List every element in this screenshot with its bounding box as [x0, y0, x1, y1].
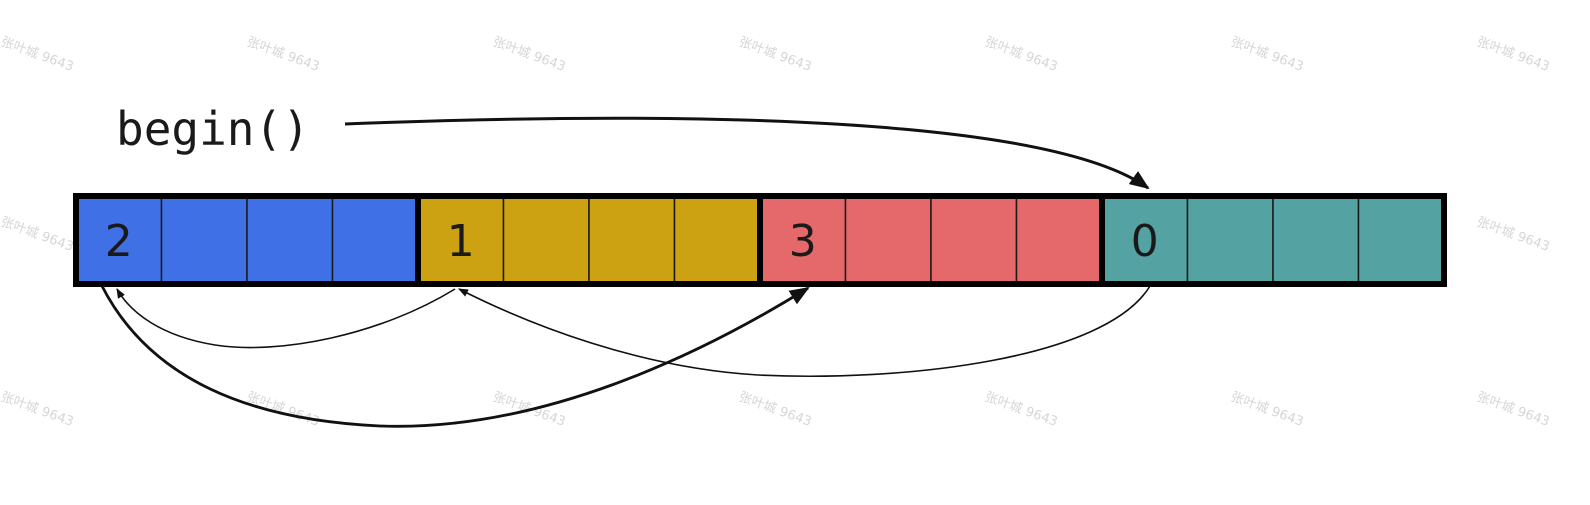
watermark-text: 张叶城 9643	[1229, 35, 1306, 75]
block-row: 2 1 3 0	[73, 193, 1447, 287]
watermark-text: 张叶城 9643	[983, 35, 1060, 75]
arrow-block-0-to-block-1	[458, 285, 1151, 377]
block-2-slot-2	[160, 195, 248, 285]
block-2-slot-1	[75, 195, 163, 285]
block-2: 2	[73, 193, 421, 287]
block-1: 1	[415, 193, 763, 287]
begin-label: begin()	[116, 102, 310, 156]
block-1-slot-4	[673, 195, 761, 285]
block-1-slot-2	[502, 195, 590, 285]
watermark-text: 张叶城 9643	[1229, 390, 1306, 430]
watermark-text: 张叶城 9643	[737, 390, 814, 430]
block-3-slot-4	[1015, 195, 1103, 285]
block-2-slot-3	[246, 195, 334, 285]
watermark-text: 张叶城 9643	[983, 390, 1060, 430]
watermark-text: 张叶城 9643	[0, 35, 75, 75]
block-0-slot-2	[1186, 195, 1274, 285]
block-0-slot-3	[1272, 195, 1360, 285]
watermark-text: 张叶城 9643	[491, 35, 568, 75]
watermark-text: 张叶城 9643	[1475, 215, 1552, 255]
block-3-slot-3	[930, 195, 1018, 285]
block-0-slot-4	[1357, 195, 1445, 285]
watermark-text: 张叶城 9643	[1475, 390, 1552, 430]
watermark-text: 张叶城 9643	[0, 390, 75, 430]
block-3-slot-2	[844, 195, 932, 285]
block-2-number: 2	[105, 216, 133, 267]
watermark-text: 张叶城 9643	[0, 215, 75, 255]
arrow-block-1-to-block-2	[116, 288, 456, 349]
watermark-text: 张叶城 9643	[245, 35, 322, 75]
block-3-slot-1	[759, 195, 847, 285]
block-2-slot-4	[331, 195, 419, 285]
watermark-text: 张叶城 9643	[1475, 35, 1552, 75]
block-0-number: 0	[1131, 216, 1159, 267]
block-0: 0	[1099, 193, 1447, 287]
block-1-number: 1	[447, 216, 475, 267]
watermark-text: 张叶城 9643	[245, 390, 322, 430]
block-3: 3	[757, 193, 1105, 287]
block-3-number: 3	[789, 216, 817, 267]
block-1-slot-3	[588, 195, 676, 285]
arrow-block-2-to-block-3	[100, 285, 810, 428]
watermark-text: 张叶城 9643	[737, 35, 814, 75]
arrow-begin-to-block-0	[344, 116, 1150, 190]
block-0-outline	[1099, 193, 1447, 287]
